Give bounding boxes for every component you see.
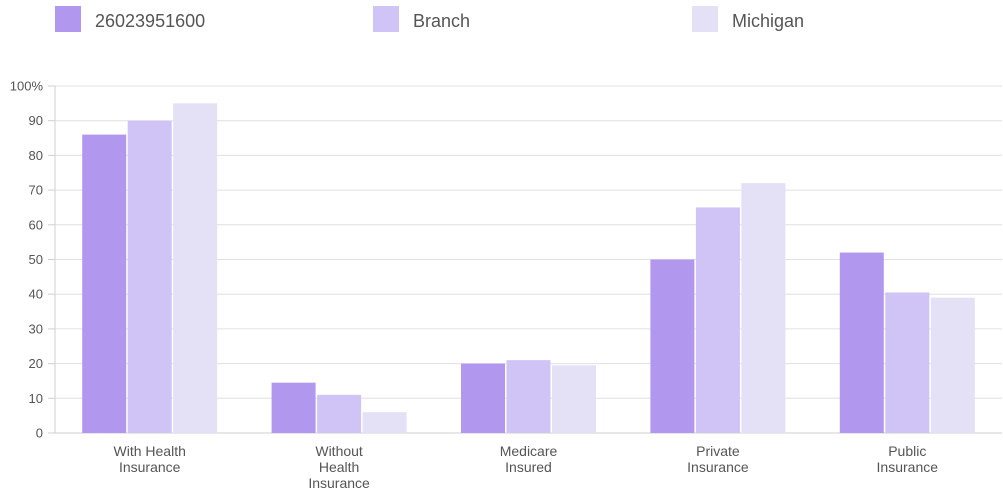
x-category-label-line: Health [319,459,359,475]
bar [173,103,218,433]
x-category-label-line: Insurance [119,459,181,475]
y-tick-label: 70 [29,183,43,198]
legend-swatch [373,6,399,32]
bar [82,134,127,433]
y-tick-label: 50 [29,252,43,267]
x-category-label-line: Insurance [877,459,939,475]
legend-swatch [55,6,81,32]
x-category-label-line: Public [888,443,926,459]
x-category-label-line: Private [696,443,740,459]
x-category-label-line: With Health [114,443,186,459]
bar [695,207,740,433]
legend-label: Branch [413,11,470,31]
legend-label: Michigan [732,11,804,31]
legend-item: Michigan [692,6,804,32]
x-category-label-line: Insurance [687,459,749,475]
y-tick-label: 100% [10,79,44,94]
bar [506,360,551,433]
y-tick-label: 30 [29,321,43,336]
y-tick-label: 10 [29,391,43,406]
x-category-label-line: Medicare [500,443,558,459]
y-tick-label: 40 [29,287,43,302]
legend-item: Branch [373,6,470,32]
legend-item: 26023951600 [55,6,205,32]
bar [127,120,172,433]
y-tick-label: 60 [29,217,43,232]
legend: 26023951600 Branch Michigan [55,6,804,32]
bar [362,412,407,433]
bar [461,363,505,433]
y-tick-label: 0 [36,426,43,441]
y-axis: 0 10 20 30 40 50 60 70 80 90 100% [10,79,56,441]
bar [552,365,596,433]
bar [271,382,316,433]
x-axis: With HealthInsuranceWithoutHealthInsuran… [114,443,939,491]
x-category-label-line: Insured [505,459,552,475]
bar [650,259,695,433]
bar [317,394,362,433]
x-category-label-line: Without [315,443,363,459]
legend-swatch [692,6,718,32]
bar [741,183,786,433]
bars [82,103,975,433]
y-tick-label: 20 [29,356,43,371]
bar [885,292,930,433]
bar [839,252,884,433]
y-tick-label: 80 [29,148,43,163]
bar [930,297,975,433]
legend-label: 26023951600 [95,11,205,31]
y-tick-label: 90 [29,113,43,128]
x-category-label-line: Insurance [308,475,370,491]
